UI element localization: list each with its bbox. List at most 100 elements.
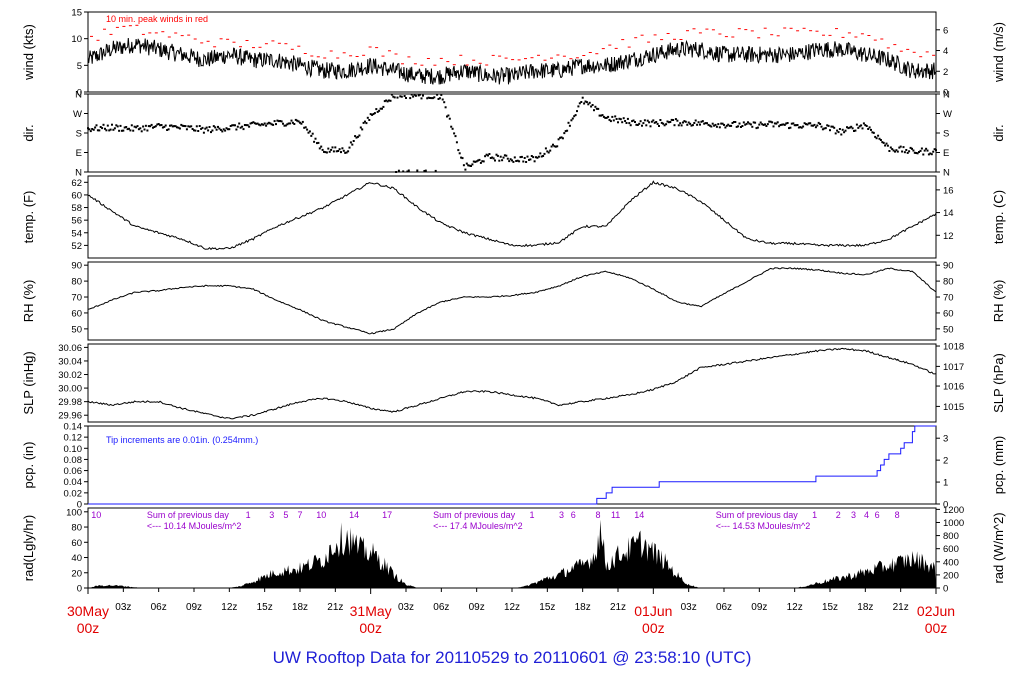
direction-point — [725, 124, 728, 127]
direction-point — [359, 126, 362, 129]
direction-point — [282, 122, 284, 125]
radiation-hour-label: 1 — [812, 510, 817, 520]
direction-point — [422, 94, 424, 97]
radiation-hour-label: 14 — [349, 510, 359, 520]
x-tick-label: 15z — [257, 602, 273, 613]
direction-point — [106, 124, 109, 127]
direction-point — [850, 125, 853, 128]
direction-point — [202, 131, 205, 134]
direction-point — [525, 161, 528, 163]
direction-point — [458, 152, 461, 155]
date-time-label: 00z — [642, 620, 665, 636]
panel-frame-temp — [87, 175, 937, 259]
direction-point — [882, 141, 885, 144]
daily-sum-value: <--- 17.4 MJoules/m^2 — [433, 521, 523, 531]
direction-point — [395, 171, 398, 173]
direction-point — [833, 126, 836, 129]
left-tick-label-temp: 62 — [71, 178, 82, 189]
direction-point — [366, 116, 369, 119]
direction-point — [256, 122, 259, 125]
x-tick-label: 12z — [504, 602, 520, 613]
direction-point — [417, 94, 420, 97]
direction-point — [932, 150, 935, 153]
direction-point — [691, 124, 694, 127]
direction-point — [299, 121, 301, 124]
direction-point — [568, 124, 571, 127]
direction-point — [388, 99, 390, 102]
left-tick-label-temp: 56 — [71, 216, 82, 227]
direction-point — [185, 128, 188, 131]
direction-point — [891, 148, 894, 151]
direction-point — [487, 154, 489, 157]
direction-point — [397, 169, 400, 172]
direction-point — [632, 119, 635, 122]
direction-point — [755, 127, 758, 130]
direction-point — [677, 124, 680, 127]
direction-point — [639, 120, 642, 123]
direction-point — [485, 153, 488, 156]
direction-point — [402, 170, 405, 173]
direction-point — [277, 120, 280, 123]
direction-point — [583, 102, 586, 105]
direction-point — [453, 132, 456, 135]
left-tick-label-rad: 80 — [71, 523, 82, 534]
left-tick-label-dir: N — [75, 90, 82, 101]
direction-point — [201, 126, 204, 129]
direction-point — [546, 150, 549, 153]
direction-point — [827, 124, 830, 127]
direction-point — [447, 114, 450, 117]
direction-point — [98, 129, 101, 132]
direction-point — [903, 151, 906, 154]
direction-point — [303, 126, 306, 129]
direction-point — [444, 106, 447, 109]
direction-point — [229, 125, 232, 127]
direction-point — [239, 126, 242, 129]
direction-point — [840, 133, 843, 136]
direction-point — [853, 130, 855, 132]
x-tick-label: 21z — [610, 602, 626, 613]
direction-point — [821, 128, 824, 131]
direction-point — [369, 113, 372, 116]
direction-point — [181, 124, 184, 127]
direction-point — [861, 127, 864, 130]
direction-point — [267, 121, 270, 124]
left-tick-label-temp: 58 — [71, 203, 82, 214]
direction-point — [314, 137, 317, 140]
direction-point — [641, 124, 643, 127]
right-tick-label-rad: 400 — [943, 557, 959, 568]
right-tick-label-rad: 1000 — [943, 518, 964, 529]
direction-point — [916, 152, 919, 155]
direction-point — [419, 93, 422, 96]
direction-point — [386, 100, 389, 103]
direction-point — [147, 125, 150, 128]
direction-point — [356, 135, 359, 138]
radiation-hour-label: 6 — [875, 510, 880, 520]
direction-point — [405, 97, 407, 99]
direction-point — [371, 113, 374, 116]
direction-point — [434, 169, 437, 172]
direction-point — [406, 170, 409, 173]
direction-point — [108, 129, 111, 132]
direction-point — [460, 156, 463, 159]
left-tick-label-rad: 0 — [77, 584, 82, 595]
direction-point — [718, 126, 721, 129]
direction-point — [807, 122, 810, 125]
direction-point — [573, 115, 576, 118]
x-tick-label: 21z — [893, 602, 909, 613]
direction-point — [502, 156, 505, 159]
left-tick-label-slp: 30.04 — [58, 356, 82, 367]
left-tick-label-slp: 30.02 — [58, 370, 82, 381]
direction-point — [177, 126, 180, 129]
radiation-hour-label: 10 — [316, 510, 326, 520]
direction-point — [720, 122, 723, 125]
direction-point — [438, 97, 441, 100]
direction-point — [710, 125, 713, 128]
direction-point — [655, 121, 658, 123]
direction-point — [506, 157, 509, 160]
ylabel-right-temp: temp. (C) — [991, 190, 1006, 244]
left-tick-label-slp: 29.96 — [58, 411, 82, 422]
direction-point — [810, 124, 813, 127]
radiation-hour-label: 3 — [559, 510, 564, 520]
direction-point — [160, 124, 163, 126]
x-tick-label: 06z — [433, 602, 449, 613]
